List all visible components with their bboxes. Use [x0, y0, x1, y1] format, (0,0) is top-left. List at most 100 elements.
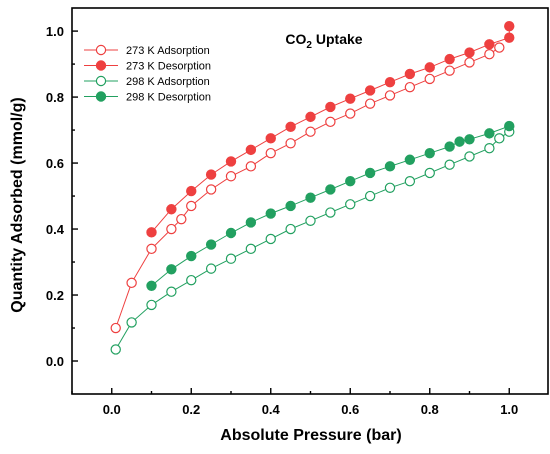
data-point	[186, 200, 197, 212]
legend-marker	[95, 44, 107, 56]
x-tick-label: 0.0	[103, 402, 121, 417]
data-point	[146, 243, 157, 255]
y-tick-label: 1.0	[46, 24, 64, 39]
data-point	[504, 120, 515, 132]
data-point	[345, 199, 356, 210]
data-point	[285, 223, 296, 235]
data-point	[305, 111, 316, 123]
x-tick-label: 0.6	[341, 402, 359, 417]
data-point	[454, 136, 465, 147]
legend-label: 298 K Adsorption	[126, 76, 210, 88]
data-point	[166, 223, 177, 235]
data-point	[126, 317, 137, 328]
data-point	[484, 48, 495, 60]
y-tick-label: 0.2	[46, 288, 64, 303]
data-point	[464, 47, 475, 58]
x-axis-title: Absolute Pressure (bar)	[220, 427, 401, 444]
data-point	[205, 184, 217, 195]
data-point	[384, 182, 396, 194]
data-point	[166, 264, 177, 275]
x-axis: 0.0 0.2 0.4 0.6 0.8 1.0	[71, 388, 518, 417]
data-point	[424, 62, 435, 73]
data-point	[345, 176, 356, 187]
series-line	[115, 131, 510, 350]
data-point	[325, 116, 336, 128]
data-point	[186, 274, 197, 286]
chart-title-main: CO	[285, 31, 306, 47]
data-point	[285, 200, 296, 212]
data-point	[146, 280, 157, 291]
data-point	[464, 57, 475, 68]
data-point	[205, 263, 217, 274]
data-point	[384, 161, 396, 172]
data-point	[305, 215, 316, 226]
series-1	[110, 42, 505, 334]
data-point	[285, 121, 296, 132]
series-4	[146, 120, 515, 291]
x-tick-label: 0.8	[421, 402, 439, 417]
data-point	[345, 93, 356, 104]
data-point	[166, 204, 177, 215]
data-point	[444, 53, 455, 65]
x-tick-label: 0.4	[262, 402, 281, 417]
data-point	[484, 143, 495, 154]
data-point	[245, 144, 257, 156]
data-point	[384, 90, 396, 101]
data-point	[146, 227, 157, 238]
data-point	[245, 161, 257, 172]
data-point	[225, 253, 237, 264]
data-point	[146, 299, 157, 311]
data-point	[285, 138, 296, 149]
legend-item: 298 K Desorption	[84, 91, 211, 104]
data-point	[464, 134, 475, 145]
data-point	[305, 192, 316, 203]
data-point	[225, 171, 237, 182]
y-axis: 0.0 0.2 0.4 0.6 0.8 1.0	[46, 24, 78, 369]
data-point	[110, 344, 121, 355]
data-point	[245, 217, 257, 228]
data-point	[494, 42, 505, 53]
series-line	[151, 26, 510, 233]
y-tick-label: 0.8	[46, 90, 64, 105]
data-point	[464, 151, 475, 162]
data-point	[384, 77, 396, 88]
data-point	[186, 250, 197, 262]
data-point	[484, 128, 495, 139]
data-point	[166, 286, 177, 297]
x-tick-label: 0.2	[182, 402, 200, 417]
data-point	[444, 141, 455, 152]
data-point	[225, 227, 237, 239]
data-point	[504, 20, 515, 32]
data-point	[205, 239, 217, 250]
legend-marker	[95, 60, 107, 71]
data-point	[364, 190, 376, 202]
data-point	[110, 322, 121, 334]
data-point	[364, 85, 376, 96]
data-point	[265, 133, 276, 144]
legend-label: 273 K Adsorption	[126, 45, 210, 57]
data-point	[186, 185, 197, 197]
y-tick-label: 0.4	[46, 222, 65, 237]
y-axis-title: Quantity Adsorbed (mmol/g)	[9, 97, 26, 312]
data-point	[126, 277, 137, 289]
series-2	[146, 20, 515, 238]
data-point	[424, 167, 435, 179]
legend-marker	[95, 91, 107, 102]
legend: 273 K Adsorption 273 K Desorption 298 K Ad…	[84, 44, 211, 104]
series-3	[110, 126, 515, 355]
data-point	[364, 98, 376, 109]
data-point	[404, 68, 416, 80]
series-line	[151, 125, 510, 287]
data-point	[404, 81, 416, 93]
data-point	[424, 73, 435, 85]
y-tick-label: 0.0	[46, 354, 64, 369]
data-point	[265, 233, 276, 245]
legend-item: 273 K Adsorption	[84, 44, 210, 57]
data-point	[444, 65, 455, 76]
data-point	[424, 147, 435, 159]
data-point	[305, 126, 316, 137]
data-point	[364, 167, 376, 179]
data-point	[205, 169, 217, 180]
data-point	[494, 133, 505, 144]
